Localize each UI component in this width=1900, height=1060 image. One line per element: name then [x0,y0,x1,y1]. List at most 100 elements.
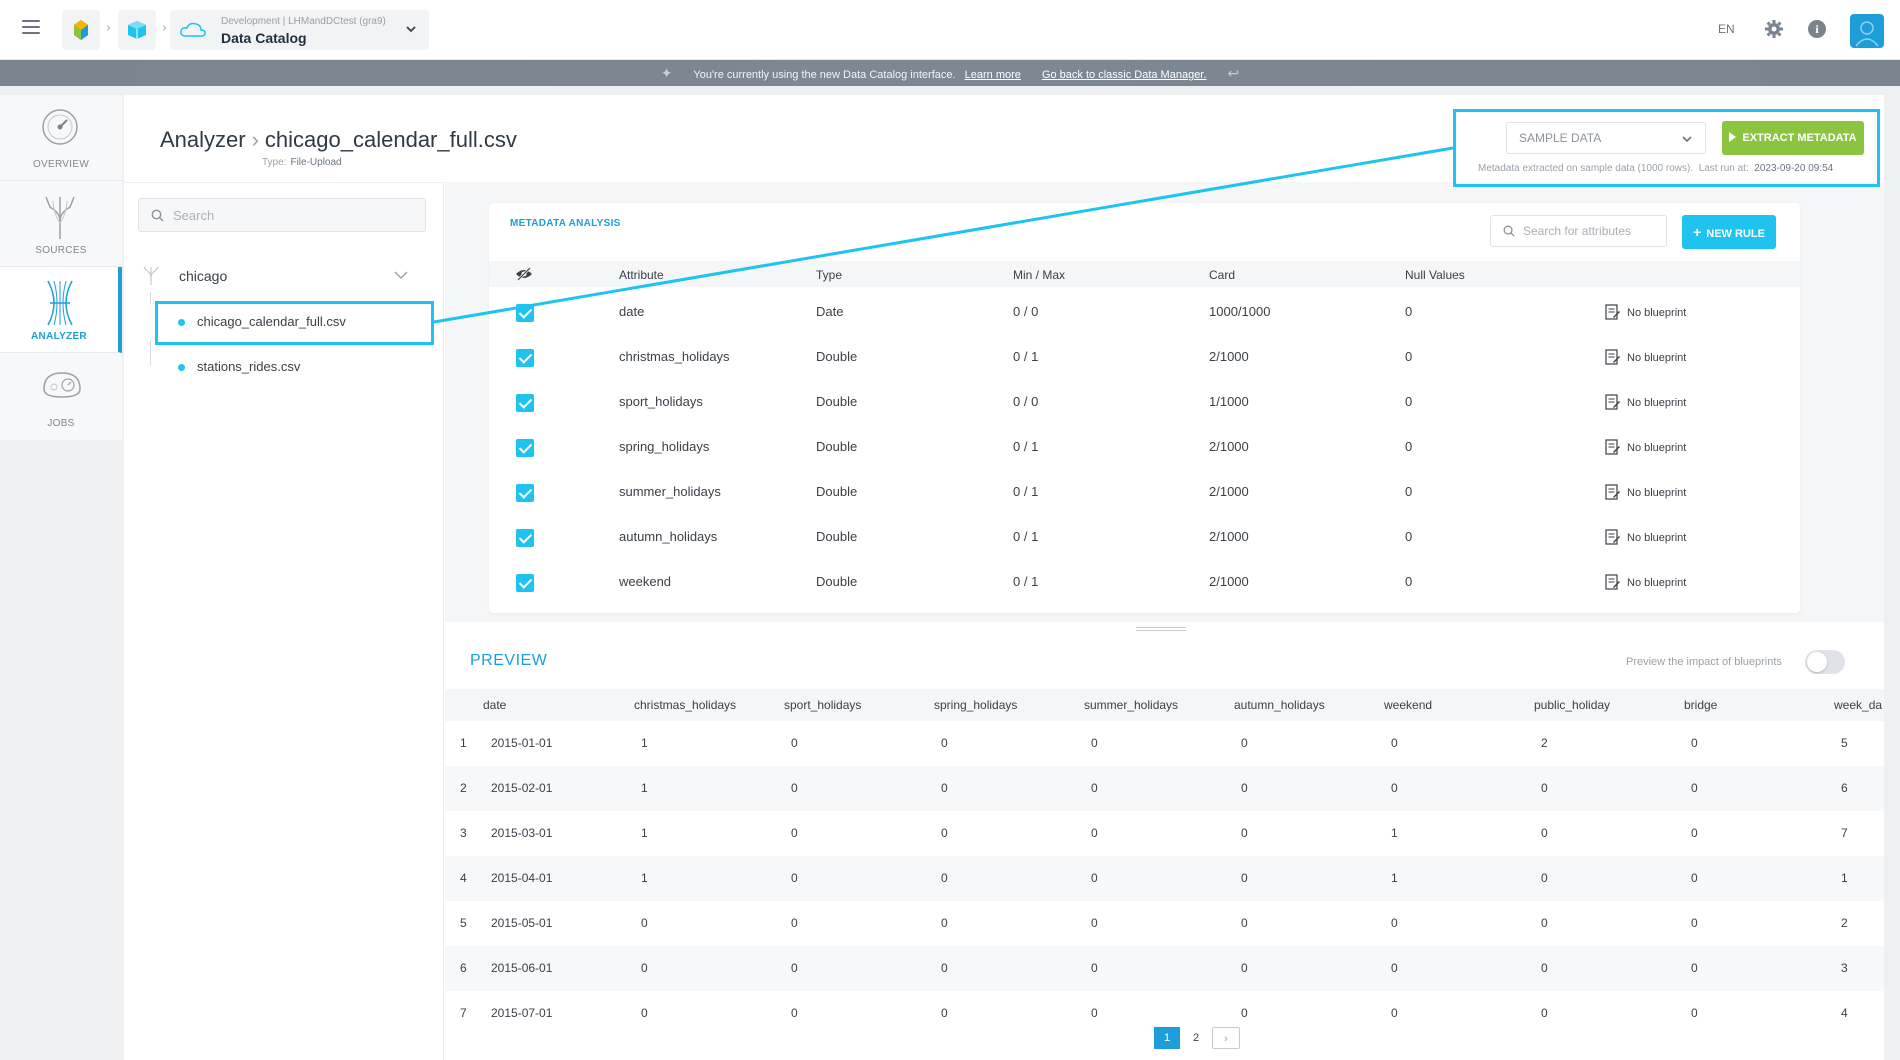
attribute-checkbox[interactable] [516,349,534,367]
metadata-row[interactable]: christmas_holidays Double 0 / 1 2/1000 0… [489,336,1800,381]
jobs-icon [40,365,84,405]
project-name: Data Catalog [221,30,307,46]
preview-row: 7 2015-07-01 0 0 0 0 0 0 0 0 4 [445,991,1884,1017]
banner-text: You're currently using the new Data Cata… [693,69,955,81]
preview-cell: 0 [791,781,798,795]
column-header-minmax[interactable]: Min / Max [1013,268,1065,282]
preview-column-header[interactable]: sport_holidays [784,698,861,712]
new-rule-button[interactable]: + NEW RULE [1682,215,1776,249]
user-avatar[interactable] [1850,14,1884,48]
blueprint-link[interactable]: No blueprint [1605,394,1686,410]
blueprint-link[interactable]: No blueprint [1605,439,1686,455]
breadcrumb-separator: › [162,21,167,36]
page-button-2[interactable]: 2 [1186,1027,1206,1049]
preview-row: 3 2015-03-01 1 0 0 0 0 1 0 0 7 [445,811,1884,856]
tree-folder-chicago[interactable]: chicago [142,262,412,290]
tree-file-chicago-calendar[interactable]: chicago_calendar_full.csv [150,304,430,340]
blueprint-link[interactable]: No blueprint [1605,574,1686,590]
attribute-checkbox[interactable] [516,304,534,322]
back-arrow-icon: ↩ [1227,60,1239,86]
preview-column-header[interactable]: weekend [1384,698,1432,712]
last-run-value: 2023-09-20 09:54 [1754,163,1833,174]
attribute-search-input[interactable] [1523,216,1663,246]
language-selector[interactable]: EN [1718,22,1735,36]
preview-column-header[interactable]: christmas_holidays [634,698,736,712]
nav-item-sources[interactable]: SOURCES [0,181,122,267]
interface-banner: ✦ You're currently using the new Data Ca… [0,60,1900,86]
nav-item-jobs[interactable]: JOBS [0,353,122,439]
attribute-checkbox[interactable] [516,574,534,592]
search-icon [151,209,164,222]
metadata-row[interactable]: spring_holidays Double 0 / 1 2/1000 0 No… [489,426,1800,471]
preview-column-header[interactable]: week_da [1834,698,1882,712]
learn-more-link[interactable]: Learn more [965,69,1021,81]
preview-cell: 1 [641,781,648,795]
gear-icon[interactable] [1764,19,1784,39]
attribute-checkbox[interactable] [516,529,534,547]
home-logo-button[interactable] [62,10,100,50]
metadata-row[interactable]: date Date 0 / 0 1000/1000 0 No blueprint [489,291,1800,336]
extract-metadata-button[interactable]: EXTRACT METADATA [1722,121,1864,155]
preview-cell: 0 [1241,781,1248,795]
nav-item-overview[interactable]: OVERVIEW [0,95,122,181]
blueprint-link[interactable]: No blueprint [1605,484,1686,500]
resize-handle[interactable] [1136,627,1186,631]
column-header-card[interactable]: Card [1209,268,1235,282]
preview-table-body[interactable]: 1 2015-01-01 1 0 0 0 0 0 2 0 5 2 2015-02… [445,721,1884,1017]
preview-column-header[interactable]: date [483,698,506,712]
attribute-card: 2/1000 [1209,574,1249,589]
row-index: 7 [460,1006,467,1017]
file-type-value: File-Upload [290,157,341,168]
preview-cell: 0 [1241,736,1248,750]
preview-cell: 0 [1541,826,1548,840]
nav-item-analyzer[interactable]: ANALYZER [0,267,122,353]
next-page-button[interactable]: › [1212,1027,1240,1049]
column-header-null-values[interactable]: Null Values [1405,268,1465,282]
preview-cell: 0 [941,871,948,885]
column-header-attribute[interactable]: Attribute [619,268,664,282]
preview-column-header[interactable]: autumn_holidays [1234,698,1325,712]
preview-column-header[interactable]: summer_holidays [1084,698,1178,712]
preview-cell: 1 [1391,826,1398,840]
last-run-label: Last run at: [1699,163,1749,174]
blueprint-link[interactable]: No blueprint [1605,529,1686,545]
attribute-name: summer_holidays [619,484,721,499]
project-selector[interactable]: Development | LHMandDCtest (gra9) Data C… [170,10,429,50]
preview-cell: 0 [941,781,948,795]
metadata-row[interactable]: autumn_holidays Double 0 / 1 2/1000 0 No… [489,516,1800,561]
classic-data-manager-link[interactable]: Go back to classic Data Manager. [1042,69,1206,81]
preview-cell: 2015-04-01 [491,871,552,885]
tree-search-input[interactable] [173,199,413,231]
eye-slash-icon[interactable] [515,267,533,281]
metadata-row[interactable]: summer_holidays Double 0 / 1 2/1000 0 No… [489,471,1800,516]
preview-column-header[interactable]: public_holiday [1534,698,1610,712]
preview-column-header[interactable]: bridge [1684,698,1717,712]
metadata-note: Metadata extracted on sample data (1000 … [1478,163,1833,174]
blueprint-label: No blueprint [1627,352,1686,364]
metadata-row[interactable]: sport_holidays Double 0 / 0 1/1000 0 No … [489,381,1800,426]
preview-cell: 0 [1091,781,1098,795]
page-button-1[interactable]: 1 [1154,1027,1180,1049]
blueprint-link[interactable]: No blueprint [1605,304,1686,320]
plus-icon: + [1693,224,1701,240]
column-header-type[interactable]: Type [816,268,842,282]
tree-file-label: chicago_calendar_full.csv [197,314,346,329]
nav-label: SOURCES [0,245,122,256]
info-icon[interactable]: i [1808,20,1826,38]
attribute-name: spring_holidays [619,439,709,454]
tree-search[interactable] [138,198,426,232]
attribute-search[interactable] [1490,215,1667,247]
attribute-checkbox[interactable] [516,439,534,457]
metadata-row[interactable]: weekend Double 0 / 1 2/1000 0 No bluepri… [489,561,1800,606]
blueprint-impact-toggle[interactable] [1805,650,1845,674]
preview-column-header[interactable]: spring_holidays [934,698,1017,712]
attribute-card: 2/1000 [1209,349,1249,364]
sample-data-select[interactable]: SAMPLE DATA [1506,122,1706,154]
cube-button[interactable] [118,10,156,50]
attribute-checkbox[interactable] [516,394,534,412]
blueprint-link[interactable]: No blueprint [1605,349,1686,365]
menu-icon[interactable] [22,20,40,34]
tree-file-stations-rides[interactable]: stations_rides.csv [150,349,430,385]
breadcrumb-analyzer[interactable]: Analyzer [160,127,246,152]
attribute-checkbox[interactable] [516,484,534,502]
